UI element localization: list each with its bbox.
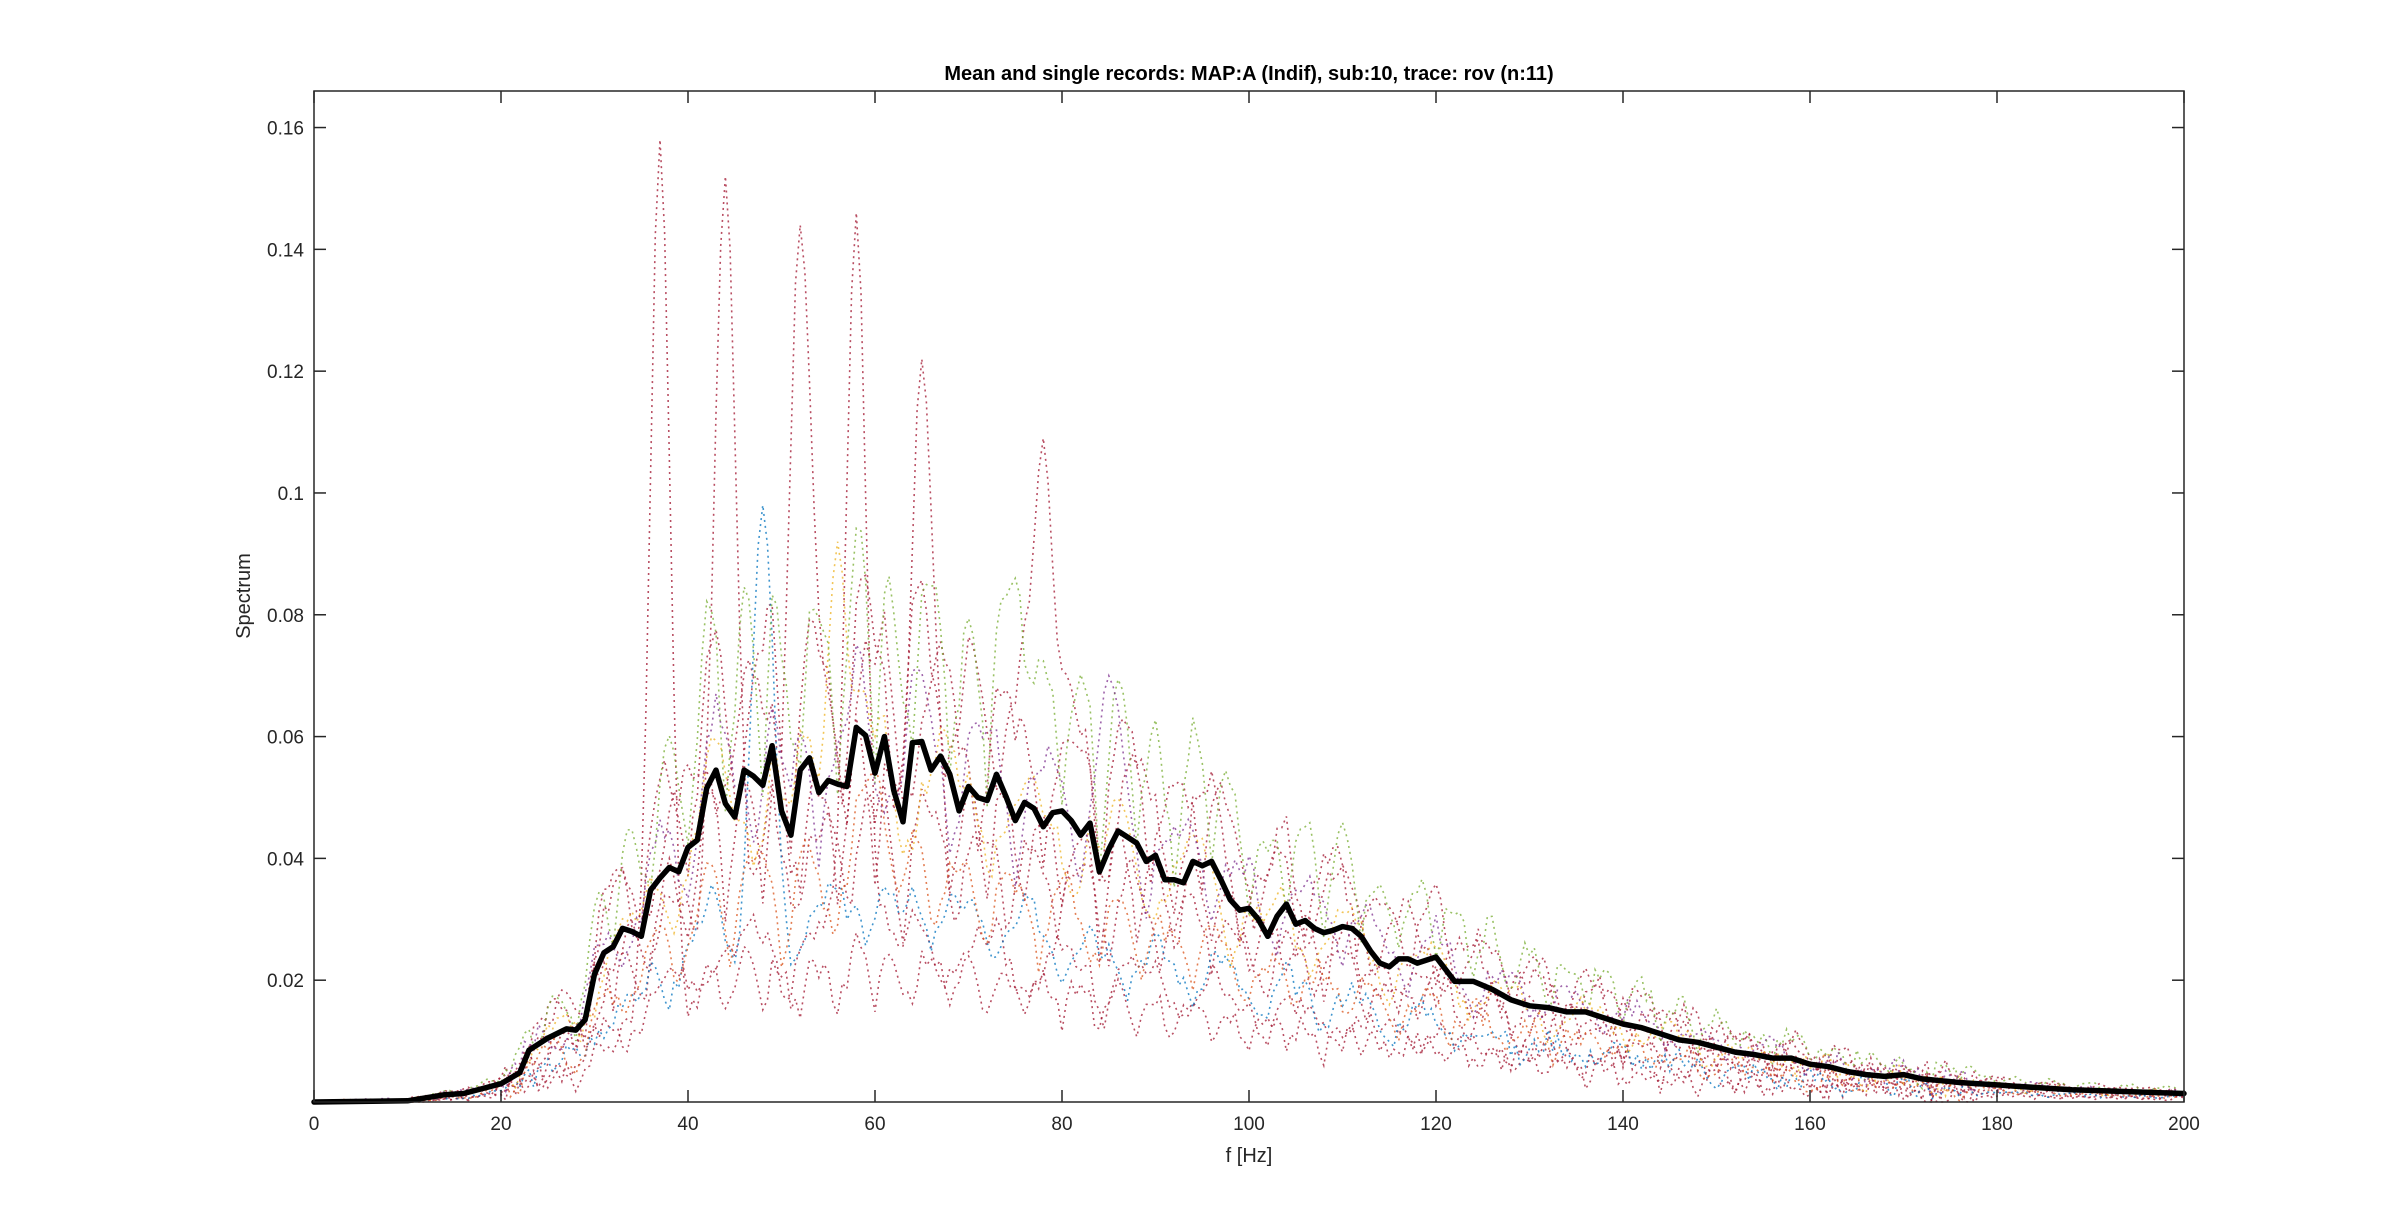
single-record-line <box>313 526 2185 1103</box>
mean-series-line <box>311 724 2187 1105</box>
x-tick-label: 200 <box>2168 1114 2200 1135</box>
x-tick-label: 180 <box>1981 1114 2013 1135</box>
y-tick-label: 0.14 <box>267 240 304 261</box>
x-tick-label: 120 <box>1420 1114 1452 1135</box>
y-tick-label: 0.02 <box>267 971 304 992</box>
x-axis-label: f [Hz] <box>1226 1145 1273 1167</box>
single-record-line <box>313 764 2185 1103</box>
axes-background <box>314 91 2184 1102</box>
single-record-line <box>313 224 2185 1103</box>
x-tick-label: 20 <box>490 1114 511 1135</box>
x-tick-label: 60 <box>864 1114 885 1135</box>
plot-area <box>311 90 2187 1105</box>
y-tick-label: 0.16 <box>267 119 304 140</box>
y-axis: 0.02 0.04 0.06 0.08 0.1 0.12 0.14 0.16 <box>267 119 2184 992</box>
x-tick-label: 0 <box>309 1114 320 1135</box>
y-tick-label: 0.08 <box>267 606 304 627</box>
single-record-line <box>314 641 2185 1103</box>
y-tick-label: 0.06 <box>267 728 304 749</box>
y-tick-label: 0.1 <box>278 484 304 505</box>
x-tick-label: 160 <box>1794 1114 1826 1135</box>
mean-series-layer <box>311 724 2187 1105</box>
y-axis-label: Spectrum <box>233 553 255 639</box>
x-tick-label: 140 <box>1607 1114 1639 1135</box>
y-tick-label: 0.12 <box>267 362 304 383</box>
x-tick-label: 80 <box>1051 1114 1072 1135</box>
chart-title: Mean and single records: MAP:A (Indif), … <box>944 63 1553 85</box>
single-record-line <box>314 139 2185 1103</box>
single-record-line <box>313 358 2185 1103</box>
x-tick-label: 100 <box>1233 1114 1265 1135</box>
x-axis: 0 20 40 60 80 100 120 140 160 180 200 <box>309 91 2200 1135</box>
y-tick-label: 0.04 <box>267 849 304 870</box>
single-record-line <box>313 212 2185 1104</box>
x-tick-label: 40 <box>677 1114 698 1135</box>
